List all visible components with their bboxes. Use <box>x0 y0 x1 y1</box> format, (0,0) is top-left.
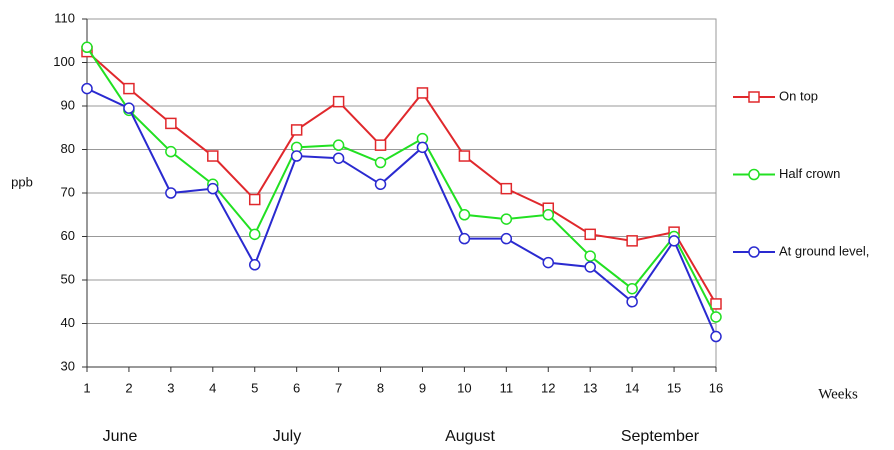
marker <box>710 311 722 323</box>
marker <box>500 213 513 225</box>
marker <box>374 139 387 151</box>
legend-label: Half crown <box>779 166 840 181</box>
x-tick-label: 7 <box>335 380 342 395</box>
marker <box>458 209 471 221</box>
marker <box>500 182 513 195</box>
marker <box>81 82 93 95</box>
marker <box>374 178 387 191</box>
x-tick-label: 8 <box>377 380 384 395</box>
marker <box>123 82 135 95</box>
marker <box>542 256 555 269</box>
marker <box>374 156 387 169</box>
marker <box>290 124 303 136</box>
legend-label: On top <box>779 88 818 103</box>
y-axis-label: ppb <box>11 174 33 189</box>
series-line <box>86 87 717 337</box>
marker <box>165 145 177 158</box>
marker <box>290 150 303 162</box>
marker <box>165 117 177 130</box>
x-tick-label: 11 <box>500 380 514 395</box>
marker <box>416 87 429 99</box>
x-tick-label: 3 <box>167 380 174 395</box>
x-tick-label: 13 <box>583 380 597 395</box>
marker <box>626 235 638 247</box>
month-label: July <box>273 428 301 445</box>
marker <box>584 261 596 273</box>
marker <box>584 250 596 262</box>
x-tick-label: 4 <box>209 380 216 395</box>
marker <box>207 182 219 195</box>
y-tick-label: 50 <box>61 271 75 286</box>
y-tick-label: 90 <box>61 97 75 112</box>
marker <box>500 232 513 245</box>
marker <box>710 298 722 310</box>
marker <box>81 41 93 54</box>
marker <box>332 152 345 164</box>
marker <box>710 330 722 343</box>
y-tick-label: 100 <box>53 54 75 69</box>
x-tick-label: 10 <box>457 380 471 395</box>
marker <box>248 228 261 241</box>
x-tick-label: 2 <box>125 380 132 395</box>
month-label: June <box>103 428 138 445</box>
month-label: August <box>445 428 495 445</box>
marker <box>416 141 429 154</box>
y-tick-label: 30 <box>61 358 75 373</box>
y-tick-label: 70 <box>61 184 75 199</box>
x-axis-label: Weeks <box>818 386 858 402</box>
y-tick-label: 40 <box>61 315 75 330</box>
y-tick-label: 110 <box>54 10 75 25</box>
series-line <box>86 46 717 318</box>
marker <box>248 193 261 206</box>
x-tick-label: 14 <box>625 380 639 395</box>
marker <box>584 228 596 241</box>
marker <box>123 102 135 114</box>
legend-marker <box>748 168 760 181</box>
y-tick-label: 60 <box>61 228 75 243</box>
marker <box>458 232 471 245</box>
x-tick-label: 12 <box>541 380 555 395</box>
marker <box>626 296 638 308</box>
x-tick-label: 15 <box>667 380 681 395</box>
series-line <box>86 50 717 305</box>
marker <box>332 139 345 151</box>
legend-marker <box>748 91 760 103</box>
x-tick-label: 5 <box>251 380 258 395</box>
x-tick-label: 9 <box>419 380 426 395</box>
marker <box>207 150 219 162</box>
x-tick-label: 1 <box>83 380 90 395</box>
marker <box>668 235 680 247</box>
x-tick-label: 16 <box>709 380 723 395</box>
legend-label: At ground level, <box>779 243 869 258</box>
y-tick-label: 80 <box>61 141 75 156</box>
month-label: September <box>621 428 700 445</box>
marker <box>165 187 177 199</box>
marker <box>458 150 471 162</box>
legend-marker <box>748 246 760 258</box>
marker <box>542 209 555 221</box>
x-tick-label: 6 <box>293 380 300 395</box>
marker <box>332 95 345 108</box>
marker <box>626 282 638 295</box>
marker <box>248 259 261 271</box>
